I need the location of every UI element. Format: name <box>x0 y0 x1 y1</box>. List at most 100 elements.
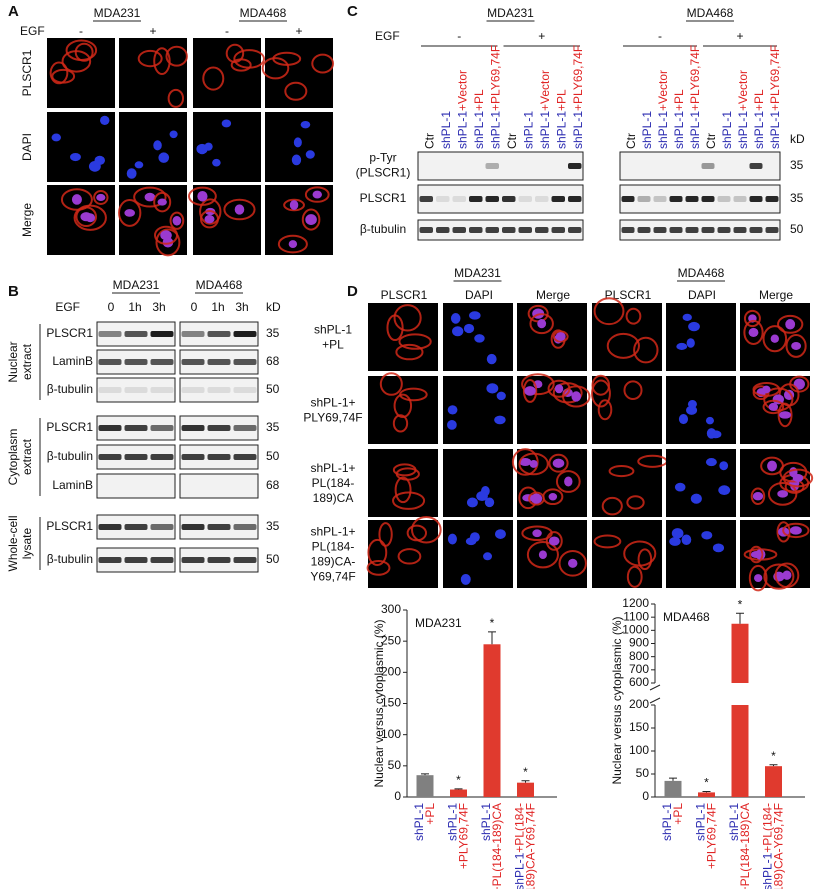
blot <box>96 377 176 403</box>
text-part: 189)CA-Y69,74F <box>772 803 786 889</box>
band <box>233 557 257 563</box>
cell <box>261 57 290 80</box>
text-part: +PLY69,74F <box>488 45 502 111</box>
cell <box>199 209 219 229</box>
y-tick-label: 800 <box>629 649 649 663</box>
cell <box>637 548 653 571</box>
band <box>485 163 499 169</box>
cell <box>623 380 643 400</box>
band <box>669 227 683 233</box>
group-label: extract <box>20 343 34 380</box>
row-label: PLY69,74F <box>303 411 362 425</box>
nucleus <box>538 550 547 560</box>
cell <box>399 387 428 402</box>
cell <box>398 333 432 350</box>
significance-mark: * <box>523 765 528 779</box>
y-tick-label: 0 <box>642 789 649 803</box>
lane-label: shPL-1+PLY69,74F <box>488 45 502 149</box>
cell <box>169 211 185 230</box>
text-part: shPL-1 <box>472 111 486 149</box>
nucleus <box>548 536 560 546</box>
band <box>568 196 582 202</box>
text-part: shPL-1 <box>479 803 493 841</box>
x-tick-label: 189)CA-Y69,74F <box>524 803 538 889</box>
cell-line: MDA231 <box>454 266 501 280</box>
error-bar <box>421 773 429 776</box>
nucleus <box>524 386 536 396</box>
error-bar <box>736 612 744 624</box>
nucleus <box>452 326 464 337</box>
nucleus <box>750 550 762 559</box>
nucleus <box>552 458 565 468</box>
band <box>124 557 148 563</box>
cell <box>366 559 391 576</box>
cell <box>301 208 321 231</box>
text-part: shPL-1 <box>672 111 686 149</box>
group-label: Nuclear <box>6 341 20 382</box>
significance-mark: * <box>771 749 776 763</box>
bar <box>450 789 467 797</box>
text-part: shPL-1 <box>752 111 766 149</box>
micrograph <box>666 303 736 371</box>
nucleus <box>204 215 215 224</box>
band <box>150 425 174 431</box>
nucleus <box>463 323 475 334</box>
y-tick-label: 700 <box>629 662 649 676</box>
band <box>502 196 516 202</box>
x-tick-label: shPL-1 <box>412 803 426 841</box>
nucleus <box>676 342 688 350</box>
cell <box>777 402 793 428</box>
nucleus <box>96 193 106 202</box>
stain-label: Merge <box>759 288 793 302</box>
cell <box>277 234 308 254</box>
x-tick-label: shPL-1 <box>479 803 493 841</box>
nucleus <box>779 411 792 419</box>
band <box>207 454 231 460</box>
band <box>98 387 122 393</box>
band <box>765 196 779 202</box>
kd-value: 50 <box>790 222 804 236</box>
stain-label: PLSCR1 <box>381 288 428 302</box>
kd-value: 35 <box>790 158 804 172</box>
cell <box>49 61 69 85</box>
row-label: LaminB <box>52 478 93 492</box>
row-label: Y69,74F <box>310 570 355 584</box>
cell <box>626 495 645 510</box>
band <box>150 557 174 563</box>
cell <box>167 88 185 108</box>
text-part: +Vector <box>736 70 750 111</box>
band <box>98 524 122 530</box>
micrograph <box>666 449 736 517</box>
cell <box>61 50 92 73</box>
micrograph <box>368 376 438 444</box>
cell <box>392 491 426 510</box>
row-label: PL(184- <box>312 540 355 554</box>
cell <box>558 550 587 577</box>
band <box>124 454 148 460</box>
band <box>233 524 257 530</box>
chart-title: MDA468 <box>663 610 710 624</box>
cell <box>597 399 613 421</box>
row-label: PLSCR1 <box>360 191 407 205</box>
nucleus <box>484 497 495 508</box>
text-part: shPL-1 <box>446 803 460 841</box>
bar <box>664 780 682 797</box>
bar <box>698 792 715 797</box>
nucleus <box>85 213 96 223</box>
nucleus <box>669 537 681 546</box>
row-label: +PL <box>322 338 344 352</box>
text-part: shPL-1 <box>513 852 527 889</box>
kd-label: kD <box>266 300 281 314</box>
text-part: Ctr <box>505 133 519 149</box>
cell <box>591 379 611 408</box>
text-part: +PLY69,74F <box>571 45 585 111</box>
kd-value: 68 <box>266 478 280 492</box>
text-part: Ctr <box>624 133 638 149</box>
micrograph <box>666 376 736 444</box>
kd-value: 50 <box>266 382 280 396</box>
micrograph <box>265 185 333 255</box>
band <box>653 227 667 233</box>
band <box>419 227 433 233</box>
nucleus <box>221 119 232 128</box>
cell <box>529 313 554 335</box>
